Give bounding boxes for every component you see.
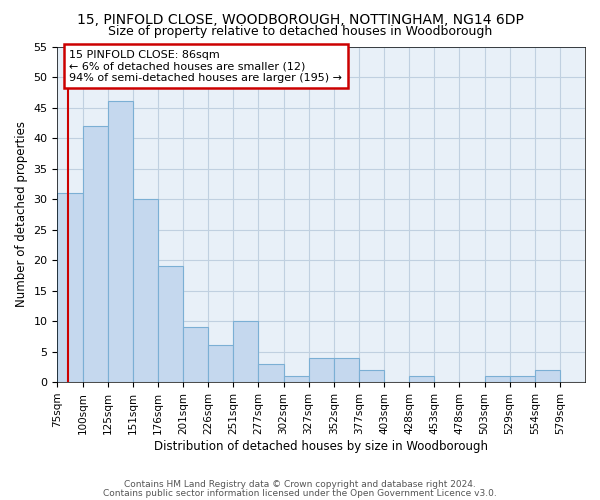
Text: 15 PINFOLD CLOSE: 86sqm
← 6% of detached houses are smaller (12)
94% of semi-det: 15 PINFOLD CLOSE: 86sqm ← 6% of detached… [70, 50, 343, 83]
Bar [107, 102, 133, 382]
Bar [133, 199, 158, 382]
Bar [334, 358, 359, 382]
Bar [485, 376, 509, 382]
Text: Contains public sector information licensed under the Open Government Licence v3: Contains public sector information licen… [103, 488, 497, 498]
Bar [83, 126, 107, 382]
Bar [183, 327, 208, 382]
Bar [359, 370, 384, 382]
Bar [158, 266, 183, 382]
Bar [535, 370, 560, 382]
Bar [284, 376, 308, 382]
Bar [509, 376, 535, 382]
Bar [409, 376, 434, 382]
Text: 15, PINFOLD CLOSE, WOODBOROUGH, NOTTINGHAM, NG14 6DP: 15, PINFOLD CLOSE, WOODBOROUGH, NOTTINGH… [77, 12, 523, 26]
Text: Contains HM Land Registry data © Crown copyright and database right 2024.: Contains HM Land Registry data © Crown c… [124, 480, 476, 489]
Y-axis label: Number of detached properties: Number of detached properties [15, 122, 28, 308]
Bar [58, 193, 83, 382]
Bar [259, 364, 284, 382]
Text: Size of property relative to detached houses in Woodborough: Size of property relative to detached ho… [108, 25, 492, 38]
Bar [233, 321, 259, 382]
X-axis label: Distribution of detached houses by size in Woodborough: Distribution of detached houses by size … [154, 440, 488, 452]
Bar [208, 346, 233, 382]
Bar [308, 358, 334, 382]
